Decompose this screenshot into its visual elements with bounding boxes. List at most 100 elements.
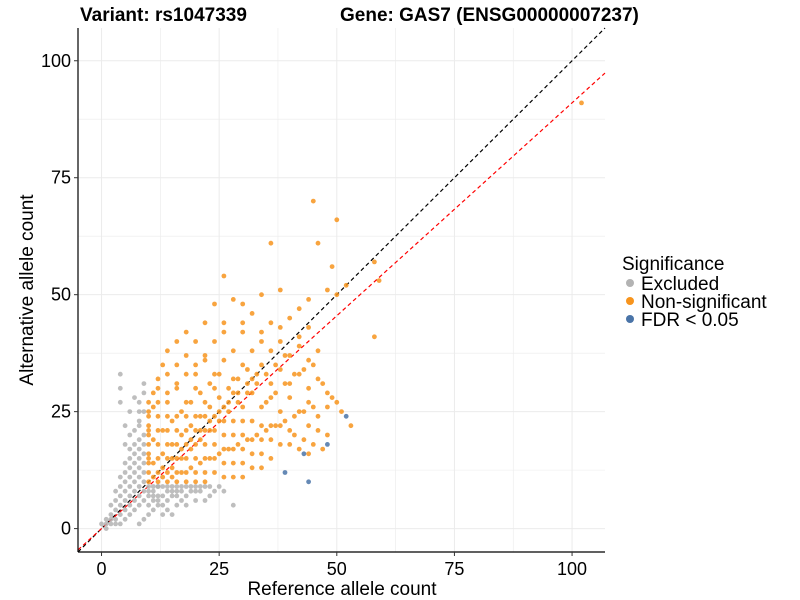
point-non-significant: [183, 371, 189, 377]
point-non-significant: [287, 442, 293, 447]
point-non-significant: [183, 413, 189, 419]
point-non-significant: [165, 371, 170, 377]
point-non-significant: [150, 460, 156, 466]
reference-lines: [77, 27, 606, 553]
point-excluded: [136, 465, 142, 471]
point-non-significant: [268, 423, 274, 429]
point-excluded: [132, 442, 137, 447]
point-excluded: [141, 390, 147, 396]
point-non-significant: [249, 390, 255, 396]
point-non-significant: [235, 399, 241, 405]
point-excluded: [146, 512, 152, 517]
plot-panel: [77, 27, 606, 553]
point-non-significant: [230, 446, 236, 452]
point-non-significant: [155, 428, 161, 433]
point-excluded: [103, 521, 109, 527]
point-non-significant: [160, 474, 166, 480]
point-non-significant: [165, 456, 170, 461]
point-non-significant: [188, 399, 194, 405]
point-excluded: [117, 385, 123, 391]
point-non-significant: [193, 442, 199, 447]
chart-title-variant: Variant: rs1047339: [80, 5, 247, 26]
point-excluded: [179, 484, 184, 489]
point-non-significant: [212, 428, 217, 433]
reference-line-identity: [77, 27, 606, 553]
point-non-significant: [245, 437, 250, 443]
point-non-significant: [193, 479, 199, 485]
point-non-significant: [197, 413, 203, 419]
point-non-significant: [254, 371, 260, 377]
point-excluded: [132, 507, 137, 513]
point-excluded: [113, 498, 118, 503]
point-fdr-0-05: [301, 451, 307, 457]
point-non-significant: [296, 371, 302, 377]
point-excluded: [132, 428, 137, 433]
point-non-significant: [334, 217, 340, 223]
point-non-significant: [348, 423, 354, 429]
point-excluded: [132, 498, 137, 503]
point-non-significant: [202, 456, 208, 461]
point-non-significant: [315, 240, 321, 246]
y-axis-ticks: 0 25 50 75 100: [41, 51, 78, 539]
point-non-significant: [277, 409, 283, 414]
point-excluded: [108, 502, 114, 508]
point-non-significant: [273, 362, 278, 368]
point-excluded: [150, 493, 156, 499]
point-non-significant: [240, 362, 246, 368]
point-non-significant: [155, 479, 161, 485]
point-non-significant: [249, 376, 255, 382]
point-excluded: [160, 484, 166, 489]
point-non-significant: [376, 278, 382, 283]
point-non-significant: [292, 432, 297, 438]
point-non-significant: [165, 413, 170, 419]
point-non-significant: [240, 446, 246, 452]
point-non-significant: [169, 456, 175, 461]
point-excluded: [183, 484, 189, 489]
point-excluded: [117, 474, 123, 480]
point-non-significant: [240, 404, 246, 410]
point-non-significant: [183, 428, 189, 433]
point-non-significant: [183, 456, 189, 461]
point-excluded: [132, 488, 137, 494]
point-excluded: [103, 526, 109, 531]
point-excluded: [174, 493, 180, 499]
point-non-significant: [207, 456, 213, 461]
point-excluded: [132, 470, 137, 475]
point-non-significant: [207, 418, 213, 424]
point-excluded: [122, 507, 128, 513]
point-non-significant: [202, 320, 208, 326]
point-non-significant: [259, 437, 264, 443]
point-non-significant: [146, 413, 152, 419]
point-non-significant: [240, 474, 246, 480]
point-non-significant: [155, 470, 161, 475]
point-non-significant: [329, 395, 335, 400]
point-non-significant: [174, 385, 180, 391]
point-excluded: [103, 516, 109, 522]
point-non-significant: [146, 460, 152, 466]
point-non-significant: [277, 325, 283, 330]
point-non-significant: [169, 418, 175, 424]
point-non-significant: [320, 446, 326, 452]
y-tick-label: 75: [51, 168, 71, 188]
point-non-significant: [310, 442, 316, 447]
x-tick-label: 50: [327, 559, 347, 579]
point-excluded: [141, 488, 147, 494]
point-non-significant: [202, 479, 208, 485]
point-non-significant: [259, 451, 264, 457]
point-non-significant: [230, 376, 236, 382]
point-non-significant: [310, 404, 316, 410]
point-excluded: [141, 516, 147, 522]
point-non-significant: [179, 432, 184, 438]
point-excluded: [136, 502, 142, 508]
point-non-significant: [212, 456, 217, 461]
point-excluded: [155, 484, 161, 489]
point-excluded: [122, 488, 128, 494]
point-non-significant: [207, 428, 213, 433]
point-excluded: [122, 470, 128, 475]
point-excluded: [127, 465, 133, 471]
point-non-significant: [249, 437, 255, 443]
point-non-significant: [282, 418, 288, 424]
point-excluded: [207, 484, 213, 489]
point-non-significant: [150, 437, 156, 443]
